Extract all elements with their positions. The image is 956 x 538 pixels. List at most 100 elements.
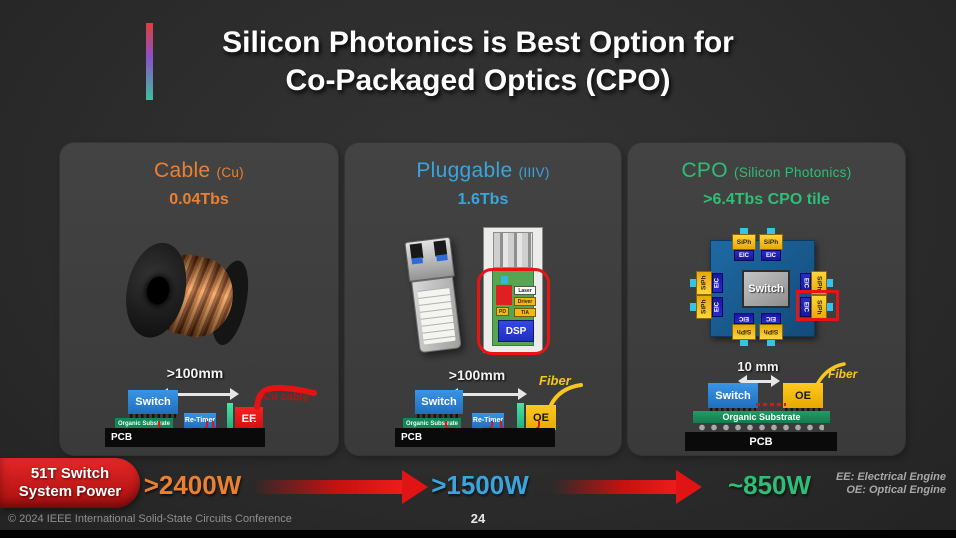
legend-line1: EE: Electrical Engine [835, 471, 946, 483]
switch-chip: Switch [708, 383, 758, 408]
distance-label: >100mm [166, 365, 224, 381]
pcb-bar: PCB [105, 428, 265, 447]
fiber-connector-icon [827, 303, 833, 311]
slide-title: Silicon Photonics is Best Option for Co-… [0, 24, 956, 101]
dsp-block: DSP [498, 320, 534, 342]
solder-balls [698, 424, 824, 431]
fiber-connector-icon [690, 303, 696, 311]
connector-bar [517, 403, 524, 430]
power-badge-line2: System Power [18, 483, 122, 500]
arrow-body [552, 480, 678, 494]
title-line2: Co-Packaged Optics (CPO) [285, 64, 671, 98]
letterbox-strip [0, 530, 956, 538]
panel-cpo-title: CPO [681, 159, 728, 182]
switch-chip: Switch [128, 390, 178, 414]
cpo-tile-bottom: SiPh EIC [732, 313, 756, 346]
eic-die: EIC [734, 313, 754, 324]
siph-die: SiPh [811, 271, 827, 295]
connector-bar [227, 403, 233, 430]
page-number: 24 [470, 511, 486, 526]
panel-cable-title: Cable [154, 159, 211, 182]
distance-label: >100mm [448, 367, 506, 383]
power-value-pluggable: >1500W [431, 470, 529, 500]
cpo-tile-top: SiPh EIC [759, 228, 783, 261]
arrow-head [402, 470, 428, 504]
fiber-label: Fiber [539, 373, 571, 388]
panel-cpo-heading: CPO (Silicon Photonics) [628, 159, 905, 183]
panel-cpo-bandwidth: >6.4Tbs CPO tile [703, 191, 830, 208]
panel-pluggable-note: (IIIV) [518, 165, 550, 180]
eic-die: EIC [712, 297, 723, 317]
arrow-head [676, 470, 702, 504]
flow-arrow-icon [252, 470, 428, 504]
optical-engine-chip: OE [783, 383, 823, 408]
cpo-tile-right: EIC SiPh [800, 271, 833, 295]
chip-pins [785, 408, 821, 412]
organic-substrate: Organic Substrate [115, 418, 173, 429]
copyright-notice: © 2024 IEEE International Solid-State Ci… [8, 513, 292, 525]
double-arrow-icon [738, 376, 780, 387]
fiber-port [501, 276, 508, 284]
flow-arrow-icon [552, 470, 702, 504]
power-value-cable: >2400W [143, 470, 242, 500]
cpo-tile-top: SiPh EIC [732, 228, 756, 261]
title-line1: Silicon Photonics is Best Option for [222, 26, 734, 59]
panel-pluggable-heading: Pluggable (IIIV) [345, 159, 621, 183]
highlight-ring [477, 268, 550, 355]
title-accent-bar [146, 23, 153, 100]
pcb-bar: PCB [395, 428, 555, 447]
arrow-body [252, 480, 404, 494]
switch-chip: Switch [415, 390, 463, 414]
retimer-chip: Re-Timer [472, 413, 504, 428]
eic-die: EIC [761, 313, 781, 324]
tia-block: TIA [514, 308, 536, 317]
panel-pluggable-title: Pluggable [416, 159, 513, 182]
retimer-chip: Re-Timer [184, 413, 216, 428]
power-value-cpo: ~850W [727, 470, 812, 500]
red-highlight-box [796, 290, 839, 321]
red-trace [756, 403, 786, 406]
panel-cable: Cable (Cu) 0.04Tbs >100mm Switch Organic… [60, 143, 338, 455]
module-connector-drawing [493, 232, 533, 268]
panel-cpo: CPO (Silicon Photonics) >6.4Tbs CPO tile… [628, 143, 905, 455]
panel-cable-heading: Cable (Cu) [60, 159, 338, 183]
cpo-tile-bottom: SiPh EIC [759, 313, 783, 346]
cpo-tile-left: SiPh EIC [690, 271, 723, 295]
chip-pins [710, 408, 756, 412]
engine-legend: EE: Electrical Engine OE: Optical Engine [836, 471, 946, 497]
panel-pluggable: Pluggable (IIIV) 1.6Tbs Laser Driver TIA… [345, 143, 621, 455]
panel-cpo-note: (Silicon Photonics) [734, 165, 852, 180]
optics-block [496, 285, 512, 305]
cu-cable-label: Cu cable [262, 390, 310, 404]
fiber-connector-icon [740, 228, 748, 234]
laser-block: Laser [514, 286, 536, 295]
siph-die: SiPh [732, 234, 756, 250]
eic-die: EIC [761, 250, 781, 261]
cpo-tile-left: SiPh EIC [690, 295, 723, 319]
eic-die: EIC [734, 250, 754, 261]
fiber-connector-icon [767, 340, 775, 346]
legend-line2: OE: Optical Engine [846, 484, 946, 497]
panel-cable-note: (Cu) [216, 165, 244, 180]
power-badge: 51T Switch System Power [0, 458, 140, 508]
organic-substrate: Organic Substrate [693, 411, 830, 423]
siph-die: SiPh [759, 234, 783, 250]
driver-block: Driver [514, 297, 536, 306]
optical-engine-chip: OE [526, 405, 556, 430]
chip-pins [417, 414, 461, 418]
distance-label: 10 mm [737, 359, 779, 374]
eic-die: EIC [800, 297, 811, 317]
siph-die: SiPh [696, 295, 712, 319]
siph-die: SiPh [732, 324, 756, 340]
fiber-connector-icon [827, 279, 833, 287]
chip-pins [130, 414, 176, 418]
copper-spool-image [117, 237, 259, 361]
panel-cable-bandwidth: 0.04Tbs [169, 191, 229, 208]
module-internals-diagram: Laser Driver TIA PD DSP [477, 227, 550, 355]
fiber-connector-icon [767, 228, 775, 234]
siph-die: SiPh [759, 324, 783, 340]
organic-substrate: Organic Substrate [403, 418, 461, 429]
double-arrow-icon [449, 389, 527, 400]
siph-die: SiPh [696, 271, 712, 295]
